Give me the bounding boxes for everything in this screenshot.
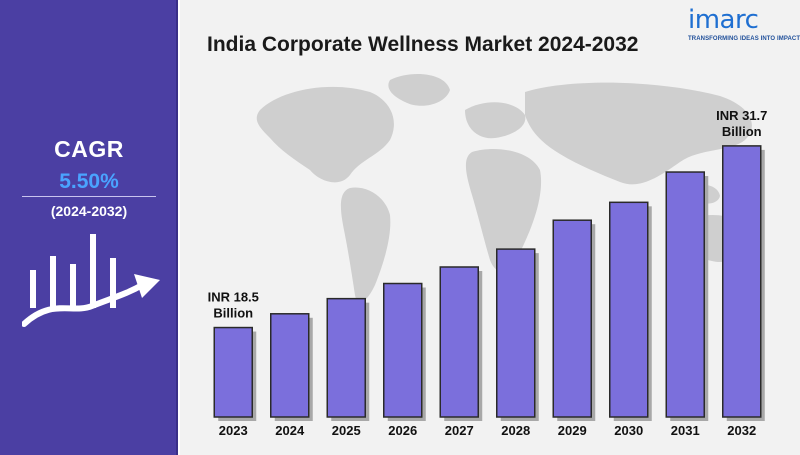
bar-2026 (383, 282, 423, 418)
data-label: Billion (722, 124, 762, 139)
data-label: INR 18.5 (208, 290, 259, 305)
x-tick-label: 2030 (614, 423, 643, 438)
x-tick-label: 2023 (219, 423, 248, 438)
bar-2023 (213, 326, 253, 418)
x-tick-label: 2026 (388, 423, 417, 438)
cagr-divider (22, 196, 156, 197)
cagr-sidebar: CAGR 5.50% (2024-2032) (0, 0, 178, 455)
x-tick-label: 2031 (671, 423, 700, 438)
imarc-logo: imarc TRANSFORMING IDEAS INTO IMPACT (688, 5, 800, 42)
x-tick-label: 2029 (558, 423, 587, 438)
bar-2027 (439, 266, 479, 418)
data-label: INR 31.7 (716, 108, 767, 123)
logo-wordmark: imarc (688, 5, 759, 35)
data-label: Billion (213, 306, 253, 321)
x-tick-label: 2032 (727, 423, 756, 438)
bar-2025 (326, 297, 366, 418)
bar-2031 (665, 171, 705, 418)
bar-2028 (496, 248, 536, 418)
bar-2032 (722, 145, 762, 418)
cagr-period: (2024-2032) (50, 203, 128, 219)
x-tick-label: 2024 (275, 423, 305, 438)
bar-2030 (609, 201, 649, 418)
x-tick-label: 2028 (501, 423, 530, 438)
x-tick-label: 2025 (332, 423, 361, 438)
growth-bars-arrow-icon (22, 234, 160, 327)
cagr-label: CAGR (54, 136, 124, 162)
bar-2029 (552, 219, 592, 418)
bar-2024 (270, 313, 310, 418)
logo-tagline: TRANSFORMING IDEAS INTO IMPACT (688, 36, 800, 42)
world-map-background (256, 74, 756, 303)
x-tick-label: 2027 (445, 423, 474, 438)
chart-title: India Corporate Wellness Market 2024-203… (207, 33, 639, 56)
cagr-value: 5.50% (59, 170, 119, 193)
